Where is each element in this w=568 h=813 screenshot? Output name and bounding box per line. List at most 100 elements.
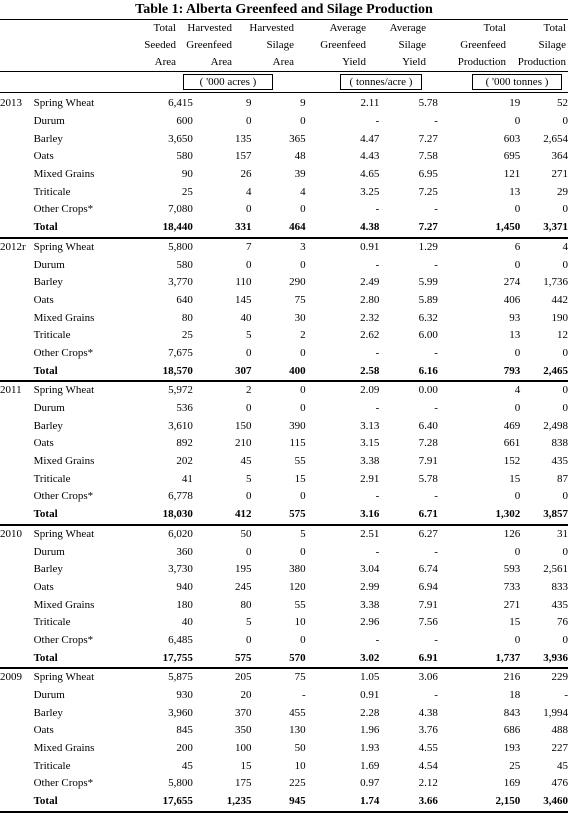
crop-cell: Mixed Grains bbox=[33, 455, 95, 468]
gf-yield-cell: 2.49 bbox=[360, 276, 380, 289]
gf-area-cell: 135 bbox=[234, 132, 252, 145]
sil-yield-cell: - bbox=[434, 258, 438, 271]
sil-area-cell: 390 bbox=[289, 419, 306, 432]
gf-prod-cell: 18 bbox=[509, 689, 521, 702]
sil-yield-cell: - bbox=[434, 689, 438, 702]
gf-area-cell: 150 bbox=[234, 419, 252, 432]
table-row: Other Crops* 6,485 0 0 - - 0 0 bbox=[0, 632, 568, 650]
sil-prod-cell: 442 bbox=[551, 293, 568, 306]
table-row: 2012r Spring Wheat 5,800 7 3 0.91 1.29 6 4 bbox=[0, 238, 568, 257]
crop-cell: Triticale bbox=[33, 329, 71, 342]
gf-yield-cell: 4.43 bbox=[360, 150, 380, 163]
gf-area-cell: 40 bbox=[240, 311, 252, 324]
year-cell bbox=[0, 470, 34, 488]
sil-yield-cell: 7.27 bbox=[418, 221, 438, 234]
gf-yield-cell: 3.38 bbox=[360, 598, 380, 611]
gf-area-cell: 5 bbox=[245, 616, 252, 629]
sil-prod-cell: 3,460 bbox=[543, 795, 568, 808]
sil-prod-cell: - bbox=[564, 689, 568, 702]
gf-area-cell: 0 bbox=[245, 402, 252, 415]
crop-cell: Oats bbox=[33, 724, 54, 737]
seeded-cell: 7,080 bbox=[168, 203, 193, 216]
gf-prod-cell: 15 bbox=[509, 616, 521, 629]
seeded-cell: 90 bbox=[181, 168, 193, 181]
sil-yield-cell: 3.66 bbox=[418, 795, 438, 808]
crop-cell: Oats bbox=[33, 293, 54, 306]
sil-prod-cell: 2,561 bbox=[543, 563, 568, 576]
crop-cell: Durum bbox=[33, 258, 65, 271]
header-rule bbox=[0, 71, 568, 72]
year-cell bbox=[0, 614, 34, 632]
sil-prod-cell: 45 bbox=[557, 759, 568, 772]
year-cell bbox=[0, 757, 34, 775]
gf-prod-cell: 0 bbox=[514, 545, 521, 558]
seeded-cell: 41 bbox=[181, 472, 193, 485]
gf-area-cell: 9 bbox=[245, 97, 252, 110]
gf-area-cell: 245 bbox=[234, 580, 252, 593]
seeded-cell: 930 bbox=[176, 689, 193, 702]
table-row: 2013 Spring Wheat 6,415 9 9 2.11 5.78 19 52 bbox=[0, 95, 568, 113]
seeded-cell: 7,675 bbox=[168, 346, 193, 359]
crop-cell: Other Crops* bbox=[33, 203, 94, 216]
gf-prod-cell: 121 bbox=[503, 168, 521, 181]
sil-yield-cell: 6.94 bbox=[418, 580, 438, 593]
sil-prod-cell: 476 bbox=[551, 777, 568, 790]
year-cell bbox=[0, 453, 34, 471]
year-cell bbox=[0, 722, 34, 740]
gf-yield-cell: - bbox=[375, 490, 380, 503]
gf-yield-cell: 2.51 bbox=[360, 527, 380, 540]
sil-prod-cell: 435 bbox=[551, 598, 568, 611]
sil-area-cell: 0 bbox=[300, 402, 306, 415]
seeded-cell: 6,020 bbox=[168, 527, 193, 540]
table-row: Mixed Grains 202 45 55 3.38 7.91 152 435 bbox=[0, 453, 568, 471]
year-cell bbox=[0, 793, 34, 812]
header-harvested-silage-area: Harvested Silage Area bbox=[249, 22, 294, 68]
sil-area-cell: 48 bbox=[294, 150, 306, 163]
sil-yield-cell: 6.27 bbox=[418, 527, 438, 540]
gf-yield-cell: 4.38 bbox=[360, 221, 380, 234]
sil-yield-cell: 6.74 bbox=[418, 563, 438, 576]
gf-yield-cell: 1.05 bbox=[360, 671, 380, 684]
crop-cell: Triticale bbox=[33, 472, 71, 485]
sil-prod-cell: 0 bbox=[562, 384, 568, 397]
year-cell bbox=[0, 130, 34, 148]
gf-area-cell: 0 bbox=[245, 203, 252, 216]
sil-prod-cell: 2,654 bbox=[543, 132, 568, 145]
crop-cell: Other Crops* bbox=[33, 490, 94, 503]
table-total-row: Total 17,755 575 570 3.02 6.91 1,737 3,936 bbox=[0, 649, 568, 668]
gf-prod-cell: 25 bbox=[509, 759, 521, 772]
sil-prod-cell: 227 bbox=[551, 742, 568, 755]
sil-area-cell: 115 bbox=[289, 437, 306, 450]
sil-prod-cell: 4 bbox=[562, 240, 568, 253]
gf-prod-cell: 0 bbox=[514, 203, 521, 216]
sil-area-cell: 9 bbox=[300, 97, 306, 110]
sil-prod-cell: 833 bbox=[551, 580, 568, 593]
gf-area-cell: 350 bbox=[234, 724, 252, 737]
seeded-cell: 580 bbox=[176, 258, 193, 271]
year-cell bbox=[0, 704, 34, 722]
year-cell bbox=[0, 400, 34, 418]
gf-prod-cell: 695 bbox=[503, 150, 521, 163]
sil-area-cell: 0 bbox=[300, 545, 306, 558]
table-row: 2011 Spring Wheat 5,972 2 0 2.09 0.00 4 0 bbox=[0, 381, 568, 400]
crop-cell: Mixed Grains bbox=[33, 598, 95, 611]
seeded-cell: 940 bbox=[176, 580, 193, 593]
sil-area-cell: 30 bbox=[294, 311, 306, 324]
sil-area-cell: 75 bbox=[294, 293, 306, 306]
table-total-row: Total 18,030 412 575 3.16 6.71 1,302 3,857 bbox=[0, 506, 568, 525]
sil-area-cell: 455 bbox=[289, 706, 306, 719]
gf-yield-cell: 2.62 bbox=[360, 329, 380, 342]
header-total-silage-production: Total Silage Production bbox=[517, 22, 566, 68]
year-cell bbox=[0, 596, 34, 614]
year-cell bbox=[0, 561, 34, 579]
sil-yield-cell: 6.40 bbox=[418, 419, 438, 432]
gf-yield-cell: 3.13 bbox=[360, 419, 380, 432]
gf-area-cell: 50 bbox=[240, 527, 252, 540]
sil-area-cell: 464 bbox=[289, 221, 306, 234]
year-cell bbox=[0, 435, 34, 453]
table-row: Triticale 41 5 15 2.91 5.78 15 87 bbox=[0, 470, 568, 488]
year-cell bbox=[0, 292, 34, 310]
gf-yield-cell: 2.99 bbox=[360, 580, 380, 593]
gf-yield-cell: - bbox=[375, 346, 380, 359]
